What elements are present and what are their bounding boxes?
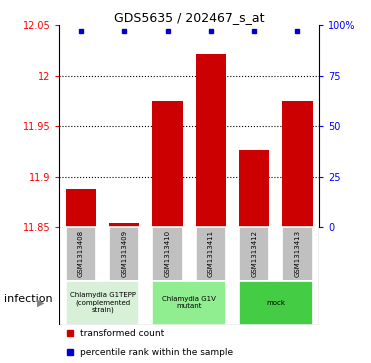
FancyBboxPatch shape [152,227,183,281]
FancyBboxPatch shape [282,227,312,281]
Text: Chlamydia G1TEPP
(complemented
strain): Chlamydia G1TEPP (complemented strain) [70,292,136,313]
Text: infection: infection [4,294,52,304]
Bar [152,101,183,227]
Bar [109,223,139,227]
FancyBboxPatch shape [66,281,139,325]
FancyBboxPatch shape [109,227,139,281]
Text: GSM1313412: GSM1313412 [251,231,257,277]
FancyBboxPatch shape [152,281,226,325]
Bar [239,150,269,227]
Text: GSM1313409: GSM1313409 [121,230,127,277]
FancyBboxPatch shape [196,227,226,281]
Text: GSM1313411: GSM1313411 [208,230,214,277]
FancyBboxPatch shape [239,281,312,325]
Bar [282,101,313,227]
Text: Chlamydia G1V
mutant: Chlamydia G1V mutant [162,296,216,309]
FancyBboxPatch shape [66,227,96,281]
Text: percentile rank within the sample: percentile rank within the sample [80,348,233,357]
Text: GSM1313413: GSM1313413 [295,230,301,277]
Bar [66,189,96,227]
Text: transformed count: transformed count [80,329,164,338]
Text: GSM1313408: GSM1313408 [78,230,84,277]
Text: ▶: ▶ [37,298,45,308]
FancyBboxPatch shape [239,227,269,281]
Title: GDS5635 / 202467_s_at: GDS5635 / 202467_s_at [114,11,265,24]
Text: mock: mock [266,300,285,306]
Bar [196,54,226,227]
Text: GSM1313410: GSM1313410 [165,230,171,277]
